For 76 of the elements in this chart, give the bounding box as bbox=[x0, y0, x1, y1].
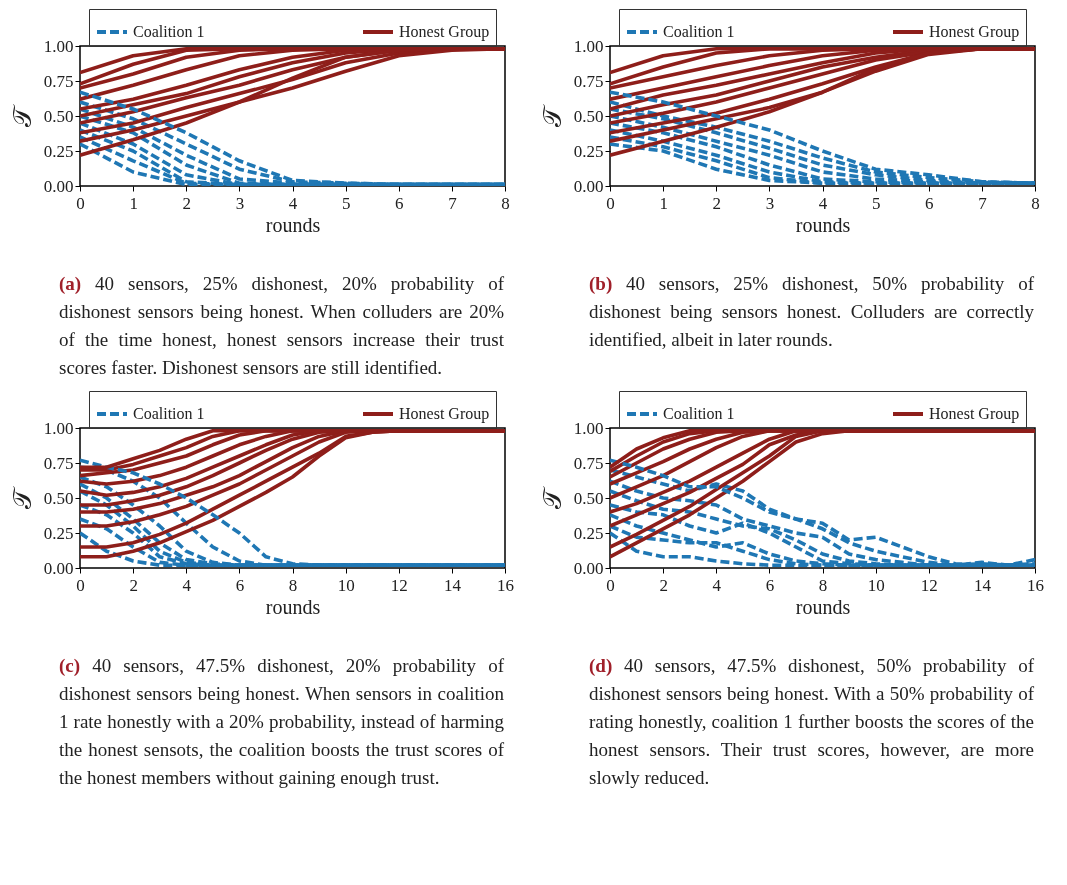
y-tick-label: 0.75 bbox=[43, 453, 74, 473]
y-tick-label: 0.75 bbox=[573, 453, 604, 473]
y-tick-label: 1.00 bbox=[43, 418, 74, 438]
x-tick-label: 8 bbox=[818, 575, 828, 595]
x-tick-label: 10 bbox=[337, 575, 355, 595]
x-tick-label: 3 bbox=[235, 193, 245, 213]
x-tick-label: 4 bbox=[818, 193, 828, 213]
text: (b) 40 sensors, 25% dishonest, 50% probability of dishonest being sensors honest. Colluders are correctly identified, albeit in later rounds. bbox=[589, 272, 1034, 352]
y-tick-label: 0.00 bbox=[43, 558, 74, 578]
x-tick-label: 14 bbox=[973, 575, 992, 595]
x-tick-label: 0 bbox=[76, 575, 85, 595]
x-axis-title: rounds bbox=[795, 595, 851, 618]
y-tick-label: 0.50 bbox=[573, 488, 604, 508]
legend-label: Honest Group bbox=[929, 23, 1020, 41]
x-axis-title: rounds bbox=[265, 595, 321, 618]
text: (d) 40 sensors, 47.5% dishonest, 50% probability of dishonest sensors being honest. With a 50% probability of rating honestly, coalition 1 further boosts the scores of the honest sensors. Their trust scores, however, are more slowly reduced. bbox=[589, 654, 1034, 790]
y-tick-label: 0.00 bbox=[43, 176, 74, 196]
x-tick-label: 6 bbox=[765, 575, 775, 595]
x-tick-label: 4 bbox=[288, 193, 298, 213]
x-tick-label: 12 bbox=[920, 575, 938, 595]
x-tick-label: 4 bbox=[712, 575, 722, 595]
x-tick-label: 8 bbox=[288, 575, 298, 595]
y-tick-label: 0.25 bbox=[43, 523, 74, 543]
y-axis-title: 𝒯 bbox=[537, 485, 567, 509]
x-tick-label: 2 bbox=[659, 575, 668, 595]
text: (a) 40 sensors, 25% dishonest, 20% probability of dishonest sensors being honest. When colluders are 20% of the time honest, honest sensors increase their trust scores faster. Dishonest sensors are still identified. bbox=[59, 272, 504, 380]
y-axis-title: 𝒯 bbox=[537, 103, 567, 127]
legend-label: Coalition 1 bbox=[663, 405, 735, 422]
x-axis-title: rounds bbox=[265, 213, 321, 236]
y-tick-label: 0.25 bbox=[573, 141, 604, 161]
y-tick-label: 0.00 bbox=[573, 558, 604, 578]
x-tick-label: 6 bbox=[925, 193, 934, 213]
y-tick-label: 0.25 bbox=[573, 523, 604, 543]
x-tick-label: 0 bbox=[606, 193, 615, 213]
x-tick-label: 2 bbox=[712, 193, 721, 213]
y-tick-label: 0.75 bbox=[573, 71, 604, 91]
y-axis-title: 𝒯 bbox=[7, 103, 37, 127]
x-tick-label: 7 bbox=[978, 193, 988, 213]
y-tick-label: 1.00 bbox=[43, 36, 74, 56]
x-tick-label: 16 bbox=[497, 575, 514, 595]
legend-label: Honest Group bbox=[399, 405, 490, 423]
x-tick-label: 8 bbox=[501, 193, 510, 213]
x-tick-label: 2 bbox=[182, 193, 191, 213]
x-tick-label: 3 bbox=[765, 193, 775, 213]
y-tick-label: 0.50 bbox=[43, 106, 74, 126]
y-tick-label: 1.00 bbox=[573, 418, 604, 438]
x-tick-label: 8 bbox=[1031, 193, 1040, 213]
x-tick-label: 6 bbox=[235, 575, 245, 595]
y-tick-label: 0.50 bbox=[43, 488, 74, 508]
text: (c) 40 sensors, 47.5% dishonest, 20% probability of dishonest sensors being honest. When sensors in coalition 1 rate honestly with a 20% probability, instead of harming the honest sensots, the coalition boosts the trust scores of the honest members without gaining enough trust. bbox=[59, 654, 504, 790]
y-tick-label: 0.00 bbox=[573, 176, 604, 196]
x-tick-label: 5 bbox=[871, 193, 881, 213]
y-tick-label: 0.25 bbox=[43, 141, 74, 161]
legend-label: Honest Group bbox=[929, 405, 1020, 423]
x-tick-label: 16 bbox=[1027, 575, 1044, 595]
x-tick-label: 5 bbox=[341, 193, 351, 213]
y-axis-title: 𝒯 bbox=[7, 485, 37, 509]
legend-label: Coalition 1 bbox=[133, 405, 205, 422]
x-tick-label: 10 bbox=[867, 575, 885, 595]
x-tick-label: 0 bbox=[606, 575, 615, 595]
legend-label: Coalition 1 bbox=[133, 23, 205, 40]
y-tick-label: 1.00 bbox=[573, 36, 604, 56]
x-axis-title: rounds bbox=[795, 213, 851, 236]
x-tick-label: 12 bbox=[390, 575, 408, 595]
y-tick-label: 0.75 bbox=[43, 71, 74, 91]
x-tick-label: 2 bbox=[129, 575, 138, 595]
x-tick-label: 7 bbox=[448, 193, 458, 213]
x-tick-label: 0 bbox=[76, 193, 85, 213]
x-tick-label: 14 bbox=[443, 575, 462, 595]
x-tick-label: 4 bbox=[182, 575, 192, 595]
legend-label: Honest Group bbox=[399, 23, 490, 41]
x-tick-label: 1 bbox=[129, 193, 138, 213]
x-tick-label: 1 bbox=[659, 193, 668, 213]
legend-label: Coalition 1 bbox=[663, 23, 735, 40]
y-tick-label: 0.50 bbox=[573, 106, 604, 126]
x-tick-label: 6 bbox=[395, 193, 404, 213]
